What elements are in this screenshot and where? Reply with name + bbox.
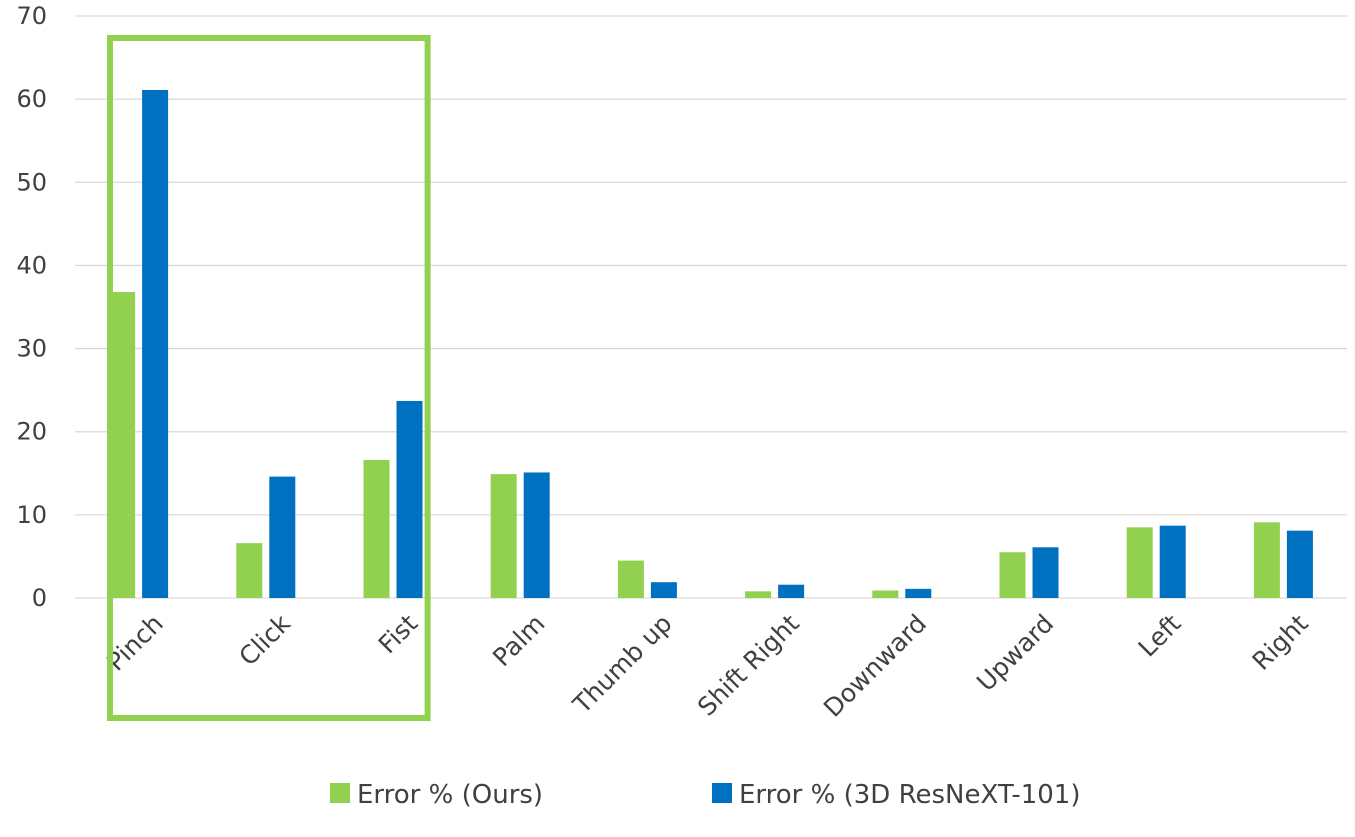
bar-ours bbox=[999, 552, 1026, 598]
bar-ours bbox=[109, 292, 136, 598]
bar-ours bbox=[872, 590, 899, 598]
bar-resnext bbox=[1286, 530, 1313, 598]
bar-ours bbox=[1253, 522, 1280, 598]
bar-resnext bbox=[523, 472, 550, 598]
x-tick-label: Downward bbox=[818, 609, 932, 723]
bar-resnext bbox=[1159, 525, 1186, 598]
y-tick-label: 70 bbox=[16, 2, 47, 30]
x-tick-label: Left bbox=[1133, 609, 1187, 663]
bar-resnext bbox=[778, 584, 805, 598]
legend-swatch-resnext bbox=[712, 783, 732, 803]
legend-swatch-ours bbox=[330, 783, 350, 803]
x-tick-label: Right bbox=[1247, 609, 1314, 676]
bar-ours bbox=[490, 474, 517, 598]
bar-resnext bbox=[650, 582, 677, 598]
bar-ours bbox=[363, 459, 390, 598]
y-tick-label: 50 bbox=[16, 168, 47, 196]
y-tick-label: 10 bbox=[16, 501, 47, 529]
bar-ours bbox=[617, 560, 644, 598]
x-tick-label: Thumb up bbox=[567, 609, 678, 720]
bar-ours bbox=[1126, 527, 1153, 598]
bar-resnext bbox=[269, 476, 296, 598]
legend-label-ours: Error % (Ours) bbox=[357, 780, 543, 810]
bars bbox=[109, 89, 1313, 599]
y-tick-label: 0 bbox=[32, 584, 47, 612]
y-axis-tick-labels: 0 10 20 30 40 50 60 70 bbox=[16, 2, 47, 612]
bar-resnext bbox=[142, 89, 169, 599]
y-tick-label: 30 bbox=[16, 335, 47, 363]
bar-ours bbox=[236, 543, 263, 598]
x-tick-label: Fist bbox=[373, 609, 424, 660]
y-tick-label: 20 bbox=[16, 418, 47, 446]
x-tick-label: Shift Right bbox=[692, 609, 805, 722]
bar-resnext bbox=[905, 588, 932, 598]
bar-ours bbox=[745, 591, 772, 598]
y-tick-label: 60 bbox=[16, 85, 47, 113]
highlight-box bbox=[107, 35, 431, 721]
bar-resnext bbox=[1032, 547, 1059, 598]
legend-label-resnext: Error % (3D ResNeXT-101) bbox=[739, 780, 1080, 810]
legend: Error % (Ours) Error % (3D ResNeXT-101) bbox=[330, 780, 1080, 810]
y-tick-label: 40 bbox=[16, 251, 47, 279]
x-tick-label: Upward bbox=[971, 609, 1059, 697]
x-tick-label: Palm bbox=[487, 609, 550, 672]
x-axis-category-labels: Pinch Click Fist Palm Thumb up Shift Right Dow… bbox=[101, 608, 1314, 722]
bar-resnext bbox=[396, 400, 423, 598]
highlight-box-group bbox=[107, 35, 431, 721]
x-tick-label: Click bbox=[233, 608, 296, 671]
gridlines bbox=[75, 15, 1347, 599]
